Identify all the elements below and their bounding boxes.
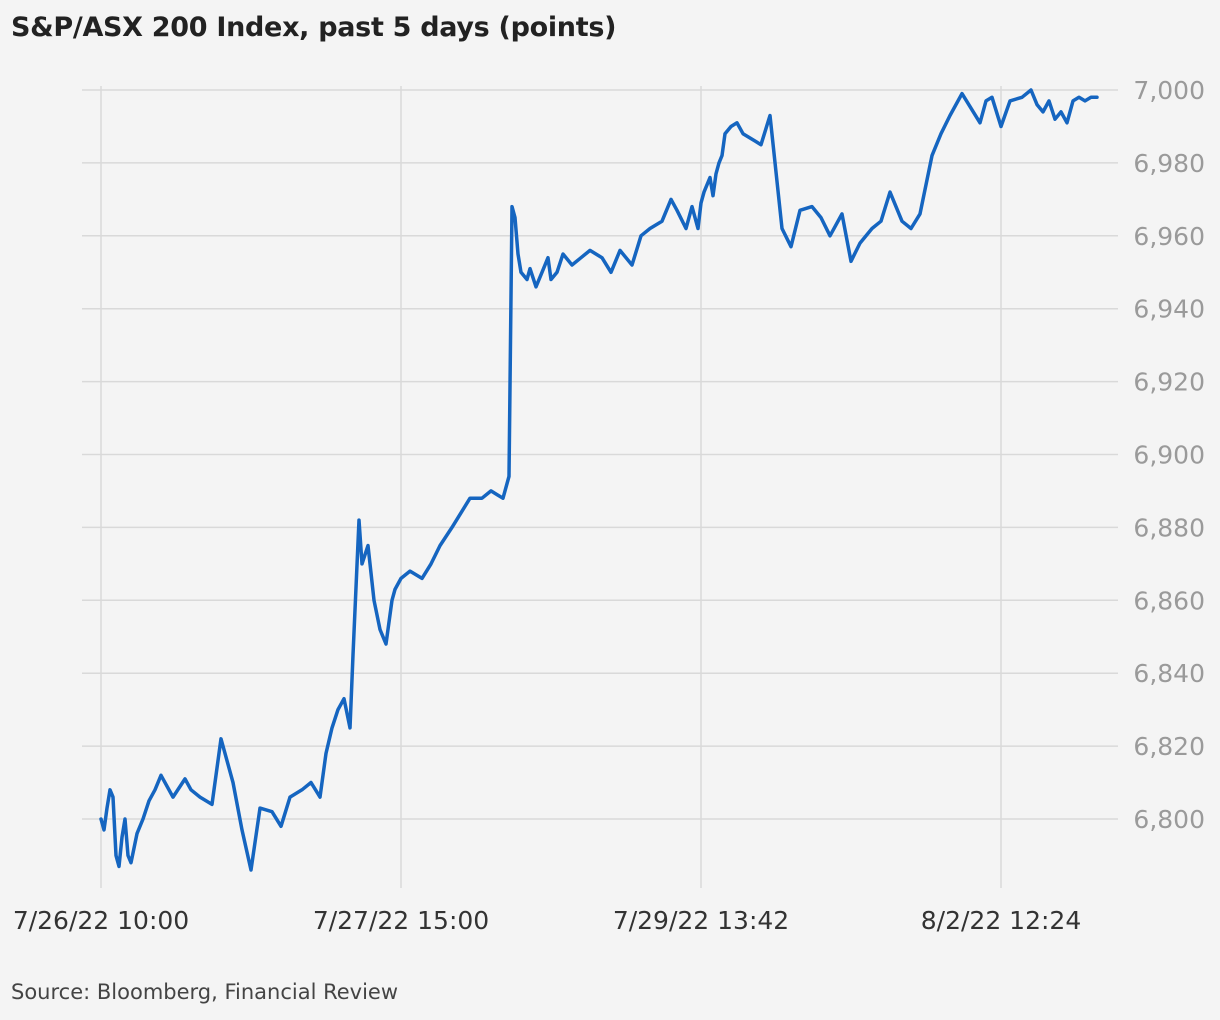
- series-line: [99, 88, 1099, 872]
- y-tick-label: 7,000: [1133, 76, 1205, 105]
- y-tick-label: 6,800: [1133, 805, 1205, 834]
- x-tick-label: 7/26/22 10:00: [13, 906, 189, 935]
- y-tick-label: 6,940: [1133, 295, 1205, 324]
- y-tick-label: 6,880: [1133, 513, 1205, 542]
- x-tick-label: 7/27/22 15:00: [313, 906, 489, 935]
- y-tick-label: 6,820: [1133, 732, 1205, 761]
- x-axis: 7/26/22 10:00 7/27/22 15:00 7/29/22 13:42 8…: [13, 906, 1081, 935]
- y-tick-label: 6,860: [1133, 586, 1205, 615]
- series-layer: [99, 88, 1099, 872]
- y-tick-label: 6,960: [1133, 222, 1205, 251]
- y-tick-label: 6,900: [1133, 441, 1205, 470]
- y-axis: 6,800 6,820 6,840 6,860 6,880 6,900 6,920 6,940…: [1133, 76, 1205, 834]
- y-tick-label: 6,840: [1133, 659, 1205, 688]
- y-tick-label: 6,980: [1133, 149, 1205, 178]
- y-tick-label: 6,920: [1133, 368, 1205, 397]
- source-note: Source: Bloomberg, Financial Review: [11, 980, 399, 1004]
- x-tick-label: 8/2/22 12:24: [921, 906, 1081, 935]
- x-tick-label: 7/29/22 13:42: [613, 906, 789, 935]
- chart-title: S&P/ASX 200 Index, past 5 days (points): [11, 12, 617, 43]
- gridlines: [82, 86, 1118, 888]
